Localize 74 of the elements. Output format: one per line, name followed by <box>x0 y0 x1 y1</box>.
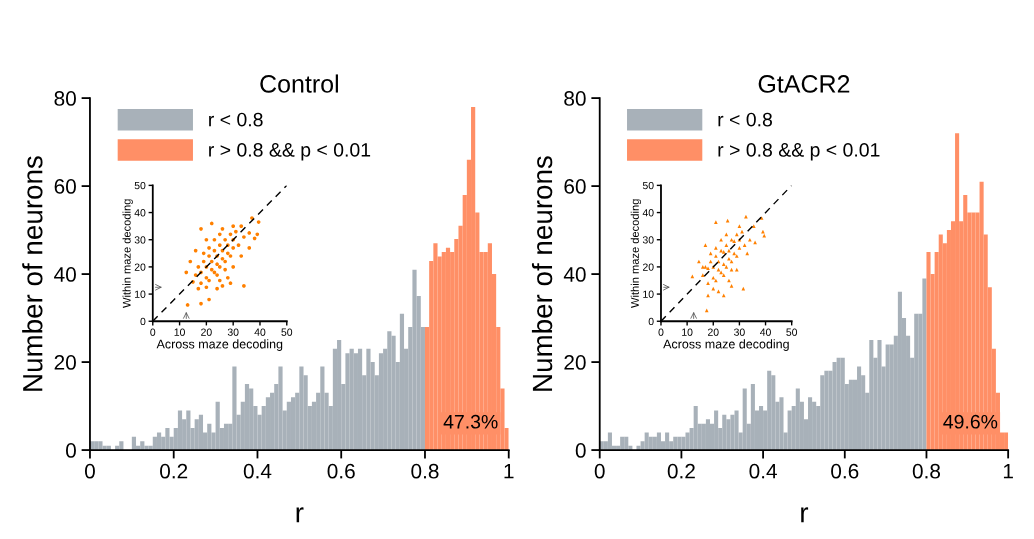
x-tick-label: 1 <box>504 464 514 479</box>
point <box>737 246 742 250</box>
x-tick-label: 50 <box>786 328 798 336</box>
x-tick-label: 0.4 <box>749 463 777 479</box>
y-tick-label: 10 <box>135 290 146 298</box>
y-tick-label: 50 <box>134 181 146 190</box>
y-tick-label: 30 <box>642 236 654 244</box>
x-tick-label: 50 <box>281 328 293 336</box>
point <box>759 216 764 220</box>
point <box>729 284 734 288</box>
x-tick-label: 20 <box>201 328 212 336</box>
point <box>706 281 710 286</box>
y-tick-label: 40 <box>563 267 586 282</box>
y-tick-label: 0 <box>140 317 146 326</box>
chart-title: Control <box>260 74 338 93</box>
x-tick-label: 0.6 <box>831 463 859 479</box>
y-tick-label: 60 <box>564 179 586 194</box>
x-tick-label: 0 <box>150 328 156 336</box>
point <box>725 218 730 223</box>
y-axis-title: Within maze decoding <box>630 199 642 308</box>
y-tick-label: 80 <box>564 91 586 106</box>
point <box>748 237 752 242</box>
legend-label: r > 0.8 && p < 0.01 <box>718 143 880 161</box>
point <box>703 243 708 247</box>
legend-label: r < 0.8 <box>718 112 772 127</box>
legend-label: r > 0.8 && p < 0.01 <box>209 143 371 161</box>
x-tick-label: 40 <box>759 328 771 336</box>
point <box>719 237 723 242</box>
y-tick-label: 10 <box>643 290 654 298</box>
y-tick-label: 50 <box>642 181 654 190</box>
y-tick-label: 0 <box>65 443 76 458</box>
y-axis-title: Number of neurons <box>531 156 553 391</box>
y-tick-label: 40 <box>642 209 654 217</box>
y-axis-title: Number of neurons <box>22 156 43 391</box>
x-tick-label: 20 <box>708 328 719 336</box>
x-tick-label: 0.8 <box>411 463 439 479</box>
x-tick-label: 30 <box>227 328 239 336</box>
point <box>714 246 718 250</box>
x-tick-label: 40 <box>254 328 266 336</box>
y-tick-label: 20 <box>564 355 586 370</box>
x-tick-label: 0 <box>658 328 664 336</box>
annotation: 49.6% <box>943 414 998 429</box>
y-tick-label: 20 <box>134 263 146 271</box>
x-axis-title: Across maze decoding <box>156 339 283 351</box>
x-tick-label: 0.8 <box>912 463 941 479</box>
y-tick-label: 40 <box>134 209 146 217</box>
x-tick-label: 30 <box>734 328 745 336</box>
point <box>703 265 708 269</box>
x-axis-title: r <box>801 507 809 523</box>
y-tick-label: 40 <box>54 267 76 282</box>
y-tick-label: 60 <box>54 179 76 194</box>
y-axis-title: Within maze decoding <box>122 199 133 308</box>
y-tick-label: 0 <box>648 317 654 326</box>
x-axis-title: r <box>296 507 304 523</box>
x-tick-label: 0.2 <box>160 463 188 479</box>
x-tick-label: 0 <box>594 463 605 479</box>
x-tick-label: 10 <box>174 328 185 336</box>
legend-label: r < 0.8 <box>209 112 263 127</box>
y-tick-label: 80 <box>54 91 76 106</box>
x-tick-label: 1 <box>1003 464 1013 479</box>
x-tick-label: 10 <box>682 328 693 336</box>
x-tick-label: 0.4 <box>243 463 272 479</box>
chart-title: GtACR2 <box>758 75 850 93</box>
y-tick-label: 20 <box>642 263 654 271</box>
annotation: 47.3% <box>443 414 498 429</box>
x-axis-title: Across maze decoding <box>663 339 789 351</box>
y-tick-label: 20 <box>54 355 76 370</box>
x-tick-label: 0.6 <box>327 463 355 479</box>
point <box>714 254 718 258</box>
y-tick-label: 30 <box>134 236 146 244</box>
x-tick-label: 0.2 <box>667 463 695 479</box>
x-tick-label: 0 <box>84 463 95 479</box>
y-tick-label: 0 <box>575 443 586 458</box>
point <box>706 266 710 271</box>
